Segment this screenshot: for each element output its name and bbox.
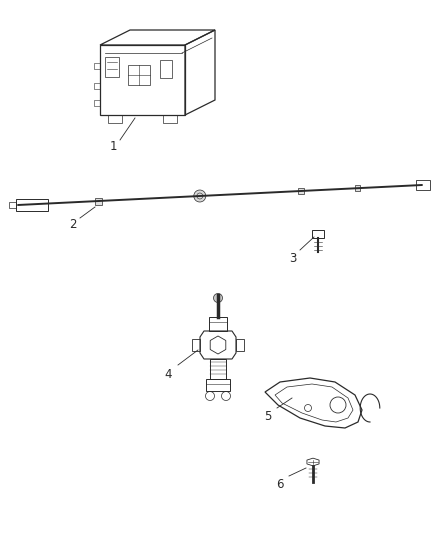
Text: 4: 4 bbox=[164, 367, 172, 381]
Circle shape bbox=[213, 294, 223, 303]
Text: 2: 2 bbox=[69, 219, 77, 231]
Circle shape bbox=[194, 190, 206, 202]
Polygon shape bbox=[355, 185, 360, 191]
Text: 6: 6 bbox=[276, 478, 284, 490]
Polygon shape bbox=[95, 198, 102, 205]
Text: 3: 3 bbox=[290, 252, 297, 264]
Text: 1: 1 bbox=[109, 141, 117, 154]
Polygon shape bbox=[298, 188, 304, 194]
Text: 5: 5 bbox=[264, 409, 272, 423]
